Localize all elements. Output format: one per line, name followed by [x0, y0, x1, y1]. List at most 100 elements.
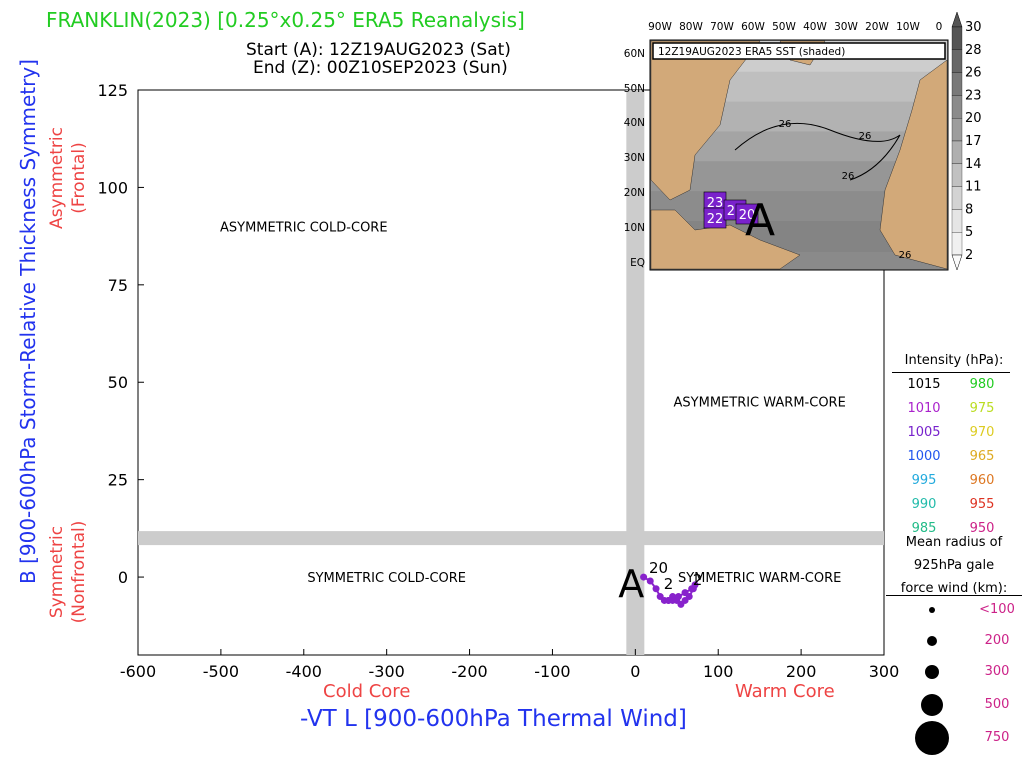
latitude-label: 40N [624, 117, 645, 129]
day-label: 20 [649, 559, 668, 577]
chart-title: FRANKLIN(2023) [0.25°x0.25° ERA5 Reanaly… [46, 8, 525, 32]
longitude-label: 30W [834, 21, 858, 33]
y-tick-label: 100 [97, 178, 128, 197]
intensity-value: 1010 [907, 401, 941, 416]
latitude-label: 30N [624, 152, 645, 164]
radius-legend-dot [921, 694, 943, 716]
asymmetric-side-label: Asymmetric [47, 127, 67, 229]
x-tick-label: -100 [534, 662, 570, 681]
warm-core-label: Warm Core [735, 681, 835, 702]
storm-box-label: 20 [739, 208, 756, 223]
y-tick-label: 75 [108, 276, 128, 295]
cold-core-label: Cold Core [323, 681, 411, 702]
vertical-threshold-band [626, 90, 645, 655]
end-date-label: End (Z): 00Z10SEP2023 (Sun) [253, 58, 508, 78]
colorbar-segment [951, 72, 963, 96]
radius-legend-value: 300 [984, 664, 1010, 679]
nonfrontal-side-label: (Nonfrontal) [69, 520, 89, 624]
intensity-value: 950 [969, 521, 995, 536]
intensity-value: 990 [911, 497, 937, 512]
colorbar-label: 14 [965, 157, 982, 172]
track-point [681, 589, 689, 597]
radius-legend-dot [927, 636, 937, 646]
radius-legend-title: 925hPa gale [913, 558, 995, 573]
track-point [664, 596, 672, 604]
track-point [640, 573, 648, 581]
colorbar-label: 23 [965, 88, 982, 103]
radius-legend-dot [929, 607, 935, 613]
colorbar-label: 17 [965, 134, 982, 149]
radius-legend-dot [925, 665, 939, 679]
colorbar-label: 11 [965, 180, 982, 195]
colorbar-label: 26 [965, 66, 982, 81]
intensity-value: 975 [969, 401, 995, 416]
storm-position-box [735, 203, 759, 225]
colorbar-segment [951, 186, 963, 210]
colorbar-top-arrow [951, 11, 963, 28]
longitude-label: 0 [936, 21, 943, 33]
intensity-value: 995 [911, 473, 937, 488]
colorbar-segment [951, 49, 963, 73]
latitude-label: 50N [624, 83, 645, 95]
intensity-value: 1015 [907, 377, 941, 392]
intensity-value: 985 [911, 521, 937, 536]
quadrant-label: ASYMMETRIC COLD-CORE [220, 220, 388, 235]
y-tick-label: 50 [108, 373, 128, 392]
radius-legend-dot [915, 721, 949, 755]
x-tick-label: -500 [203, 662, 239, 681]
longitude-label: 70W [710, 21, 734, 33]
track-point [674, 593, 682, 601]
longitude-label: 10W [896, 21, 920, 33]
intensity-value: 955 [969, 497, 995, 512]
quadrant-label: SYMMETRIC COLD-CORE [307, 571, 466, 586]
longitude-label: 40W [803, 21, 827, 33]
intensity-value: 1005 [907, 425, 941, 440]
contour-label: 26 [859, 131, 872, 142]
x-tick-label: -200 [451, 662, 487, 681]
colorbar-segment [951, 232, 963, 256]
x-tick-label: -300 [369, 662, 405, 681]
symmetric-side-label: Symmetric [47, 525, 67, 619]
colorbar-segment [951, 26, 963, 50]
y-axis-label: B [900-600hPa Storm-Relative Thickness S… [16, 59, 40, 584]
legend-underline [892, 372, 1010, 373]
track-point [652, 585, 660, 593]
day-label: 2 [664, 575, 674, 593]
colorbar-segment [951, 209, 963, 233]
radius-legend-title: force wind (km): [900, 581, 1008, 596]
radius-legend-value: 500 [984, 697, 1010, 712]
colorbar-label: 5 [965, 225, 973, 240]
latitude-label: 20N [624, 187, 645, 199]
colorbar-segment [951, 95, 963, 119]
colorbar-label: 20 [965, 111, 982, 126]
start-marker: A [618, 562, 644, 606]
intensity-legend-title: Intensity (hPa): [904, 353, 1004, 368]
inset-start-marker: A [745, 195, 775, 246]
intensity-value: 980 [969, 377, 995, 392]
radius-legend-title: Mean radius of [905, 535, 1003, 550]
x-tick-label: -400 [286, 662, 322, 681]
colorbar-label: 8 [965, 202, 973, 217]
contour-label: 26 [899, 250, 912, 261]
x-tick-label: -600 [120, 662, 156, 681]
track-point [646, 577, 654, 585]
radius-legend-value: 200 [984, 633, 1010, 648]
frontal-side-label: (Frontal) [69, 142, 89, 214]
inset-title-box [652, 42, 946, 60]
radius-legend-value: <100 [979, 602, 1015, 617]
storm-box-label: 22 [707, 212, 724, 227]
x-axis-label: -VT L [900-600hPa Thermal Wind] [300, 706, 687, 732]
contour-label: 26 [842, 171, 855, 182]
latitude-label: 10N [624, 222, 645, 234]
horizontal-threshold-band [138, 531, 884, 546]
intensity-value: 965 [969, 449, 995, 464]
intensity-value: 960 [969, 473, 995, 488]
longitude-label: 90W [648, 21, 672, 33]
colorbar-bottom-arrow [951, 254, 963, 271]
sst-26-contour [734, 122, 901, 181]
radius-legend-value: 750 [984, 730, 1010, 745]
track-point [688, 585, 696, 593]
quadrant-label: SYMMETRIC WARM-CORE [678, 571, 841, 586]
start-date-label: Start (A): 12Z19AUG2023 (Sat) [246, 40, 511, 60]
